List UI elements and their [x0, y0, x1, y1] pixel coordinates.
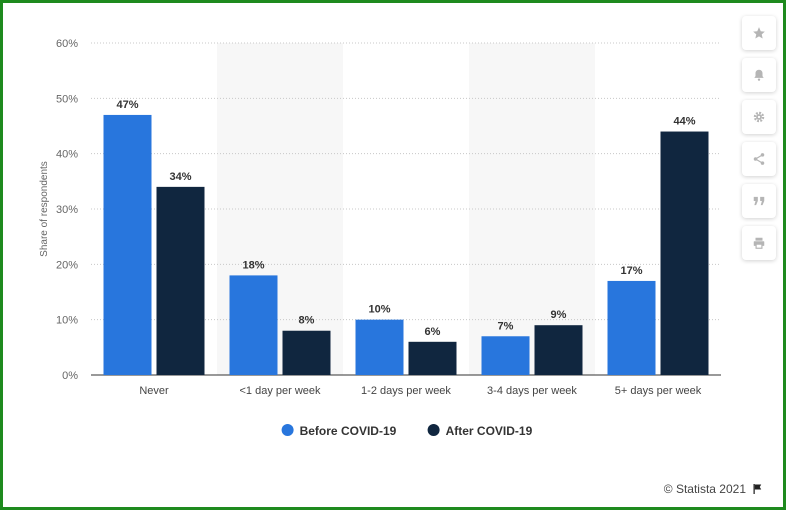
x-tick-label: 5+ days per week — [615, 385, 702, 397]
data-label: 44% — [673, 116, 695, 128]
print-icon — [753, 237, 765, 249]
y-tick-label: 50% — [56, 93, 78, 105]
legend-marker — [281, 424, 294, 436]
statista-credit[interactable]: © Statista 2021 — [664, 482, 764, 496]
y-tick-label: 20% — [56, 259, 78, 271]
data-label: 17% — [620, 265, 642, 277]
bar — [481, 336, 530, 375]
legend-label: After COVID-19 — [446, 424, 533, 438]
star-icon — [753, 27, 765, 39]
gear-icon — [753, 111, 765, 123]
sidebar-toolbar — [742, 16, 776, 268]
x-tick-label: Never — [139, 385, 169, 397]
notification-button[interactable] — [742, 58, 776, 92]
data-label: 18% — [242, 259, 264, 271]
bar — [408, 341, 457, 375]
bar — [282, 330, 331, 375]
data-label: 10% — [368, 304, 390, 316]
y-tick-label: 30% — [56, 204, 78, 216]
data-label: 34% — [169, 171, 191, 183]
share-button[interactable] — [742, 142, 776, 176]
x-tick-label: <1 day per week — [239, 385, 321, 397]
bar — [229, 275, 278, 375]
legend-label: Before COVID-19 — [300, 424, 397, 438]
y-tick-label: 0% — [62, 370, 78, 382]
settings-button[interactable] — [742, 100, 776, 134]
bar — [103, 114, 152, 375]
data-label: 9% — [551, 309, 567, 321]
y-tick-label: 40% — [56, 149, 78, 161]
data-label: 47% — [116, 99, 138, 111]
credit-text: © Statista 2021 — [663, 482, 746, 496]
bell-icon — [754, 69, 764, 81]
x-tick-label: 3-4 days per week — [487, 385, 577, 397]
share-icon — [753, 153, 765, 165]
bar — [156, 186, 205, 375]
bar — [660, 131, 709, 375]
bar — [534, 325, 583, 375]
bar-chart: 0% 10% 20% 30% 40% 50% 60% Share of respondents… — [39, 38, 721, 438]
y-tick-label: 60% — [56, 38, 78, 50]
bar — [607, 280, 656, 375]
data-label: 8% — [299, 315, 315, 327]
y-tick-label: 10% — [56, 315, 78, 327]
cite-button[interactable] — [742, 184, 776, 218]
data-label: 7% — [498, 320, 514, 332]
favorite-button[interactable] — [742, 16, 776, 50]
legend-marker — [427, 424, 440, 436]
print-button[interactable] — [742, 226, 776, 260]
x-tick-label: 1-2 days per week — [361, 385, 451, 397]
bar — [355, 319, 404, 375]
data-label: 6% — [425, 326, 441, 338]
y-axis-label: Share of respondents — [39, 161, 50, 257]
quote-icon — [753, 196, 765, 206]
flag-icon — [753, 484, 762, 494]
